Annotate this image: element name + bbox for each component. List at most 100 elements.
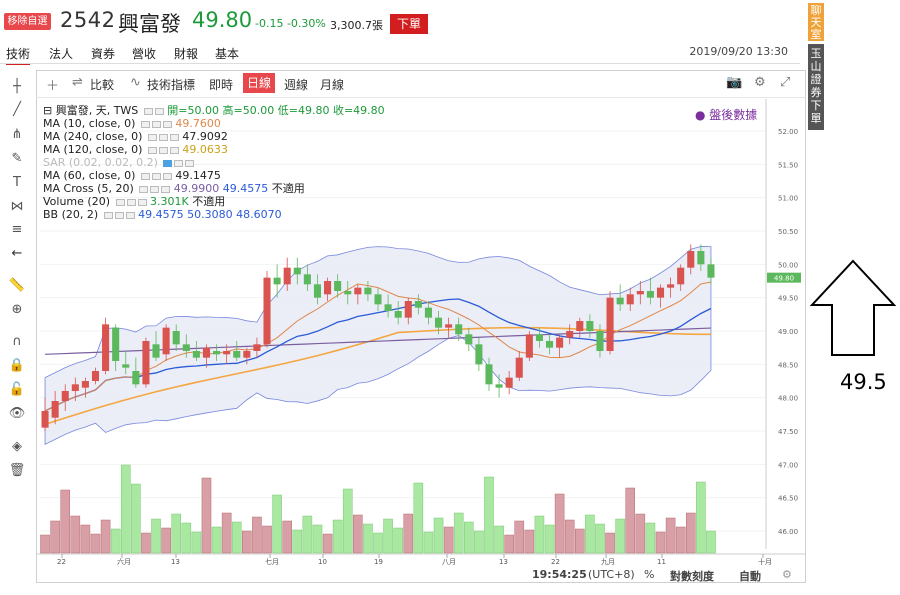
interval-monthly[interactable]: 月線 [320, 78, 345, 92]
trash-icon[interactable]: 🗑 [8, 463, 26, 478]
remove-watchlist-button[interactable]: 移除自選 [4, 13, 51, 30]
legend-ma10[interactable]: MA (10, close, 0) 49.7600 [43, 117, 221, 130]
layers-icon[interactable]: ◈ [12, 439, 22, 454]
unlock-icon[interactable]: 🔓 [8, 382, 26, 397]
time-tick-label: 13 [499, 558, 508, 566]
volume-bar [554, 493, 565, 554]
brush-icon[interactable]: ✎ [11, 151, 23, 166]
price-tick-label: 49.00 [778, 328, 798, 336]
price-tick-label: 47.50 [778, 428, 798, 436]
gear-icon[interactable]: ⚙ [754, 75, 766, 90]
volume-bar [585, 514, 595, 554]
tab-technical[interactable]: 技術 [6, 45, 31, 65]
price-chart[interactable]: 52.00 51.50 51.00 50.50 50.00 49.50 49.00 48.50… [36, 99, 806, 566]
indicator-icon[interactable]: ∿ [130, 75, 141, 90]
percent-scale-toggle[interactable]: % [644, 568, 655, 581]
time-tick-label: 19 [374, 558, 383, 566]
tab-financials[interactable]: 財報 [174, 47, 199, 61]
trendline-icon[interactable]: ╱ [13, 102, 21, 117]
volume-bar [524, 529, 535, 554]
auto-scale-toggle[interactable]: 自動 [739, 570, 761, 583]
pattern-icon[interactable]: ⋈ [10, 199, 24, 214]
scale-gear-icon[interactable]: ⚙ [782, 568, 792, 581]
price-tick-label: 50.50 [778, 228, 798, 236]
volume-bar [181, 522, 192, 554]
indicators-button[interactable]: 技術指標 [147, 78, 196, 92]
volume-bar [161, 527, 171, 554]
eye-icon[interactable]: 👁 [8, 406, 26, 421]
clock-timezone: (UTC+8) [588, 568, 635, 581]
legend-ma240[interactable]: MA (240, close, 0) 47.9092 [43, 130, 228, 143]
volume-bar [110, 528, 121, 554]
legend-sar[interactable]: SAR (0.02, 0.02, 0.2) [43, 156, 385, 169]
candlestick [71, 384, 79, 391]
fullscreen-icon[interactable]: ⤢ [780, 75, 791, 90]
volume-bar [655, 531, 666, 554]
volume-bar [484, 476, 494, 554]
ruler-icon[interactable]: 📏 [8, 278, 26, 293]
compare-button[interactable]: 比較 [90, 78, 115, 92]
tab-revenue[interactable]: 營收 [132, 47, 157, 61]
interval-weekly[interactable]: 週線 [284, 78, 309, 92]
zoom-in-icon[interactable]: ⊕ [11, 302, 23, 317]
candlestick [324, 281, 332, 295]
tab-basic[interactable]: 基本 [215, 47, 240, 61]
legend-ma120[interactable]: MA (120, close, 0) 49.0633 [43, 143, 228, 156]
candlestick [263, 277, 271, 345]
lock-drawing-icon[interactable]: 🔒 [8, 358, 26, 373]
back-arrow-icon[interactable]: ← [11, 246, 23, 261]
tab-institutional[interactable]: 法人 [49, 47, 74, 61]
candlestick [253, 344, 261, 351]
volume-bar [211, 526, 222, 554]
esun-order-tab[interactable]: 玉山證券下單 [808, 44, 824, 130]
candlestick [505, 377, 513, 388]
candlestick [213, 351, 221, 355]
candlestick [646, 291, 654, 298]
candlestick [404, 301, 412, 318]
crosshair-icon[interactable]: ┼ [13, 79, 21, 94]
chatroom-tab[interactable]: 聊天室 [808, 3, 824, 41]
legend-bb[interactable]: BB (20, 2) 49.4575 50.3080 48.6070 [43, 208, 282, 221]
price-tick-label: 50.00 [778, 261, 798, 269]
legend-ma60[interactable]: MA (60, close, 0) 49.1475 [43, 169, 221, 182]
annotation-price: 49.5 [840, 370, 887, 394]
log-scale-toggle[interactable]: 對數刻度 [670, 570, 714, 583]
interval-daily[interactable]: 日線 [243, 73, 276, 93]
candlestick [182, 344, 190, 351]
up-arrow-annotation [809, 259, 897, 356]
legend-volume[interactable]: Volume (20) 3.301K 不適用 [43, 195, 226, 208]
text-tool-icon[interactable]: T [13, 175, 21, 190]
fork-icon[interactable]: ⋔ [11, 127, 23, 142]
camera-icon[interactable]: 📷 [726, 75, 743, 90]
interval-intraday[interactable]: 即時 [209, 78, 234, 92]
price-tick-label: 52.00 [778, 128, 798, 136]
after-hours-badge[interactable]: ● 盤後數據 [695, 108, 758, 122]
volume-bar [685, 512, 696, 554]
candlestick [233, 351, 241, 358]
legend-settings[interactable] [154, 107, 164, 115]
candlestick [606, 297, 614, 351]
legend-toggle[interactable] [143, 107, 153, 115]
legend-macross[interactable]: MA Cross (5, 20) 49.9900 49.4575 不適用 [43, 182, 305, 195]
place-order-button[interactable]: 下單 [390, 14, 428, 34]
magnet-icon[interactable]: ∩ [12, 334, 22, 349]
ma10-value: 49.7600 [175, 117, 221, 130]
volume-bar [141, 532, 151, 554]
trade-volume: 3,300.7張 [330, 19, 383, 32]
candlestick [102, 324, 110, 371]
volume-bar [474, 530, 484, 554]
drawing-tools: ┼ ╱ ⋔ ✎ T ⋈ ≡ ← 📏 ⊕ ∩ 🔒 🔓 👁 ◈ 🗑 [0, 68, 35, 488]
volume-bar [393, 527, 403, 554]
compare-icon[interactable]: ⇌ [72, 75, 83, 90]
candlestick [162, 327, 170, 355]
clock-time: 19:54:25 [532, 568, 587, 581]
price-tick-label: 47.00 [778, 461, 798, 469]
volume-bar [131, 483, 141, 554]
time-tick-label: 22 [551, 558, 560, 566]
fibonacci-icon[interactable]: ≡ [11, 222, 23, 237]
add-symbol-icon[interactable]: ＋ [46, 79, 60, 94]
time-tick-label: 九月 [601, 557, 615, 566]
volume-bar [635, 513, 646, 554]
volume-bar [675, 526, 686, 554]
tab-margin[interactable]: 資券 [91, 47, 116, 61]
